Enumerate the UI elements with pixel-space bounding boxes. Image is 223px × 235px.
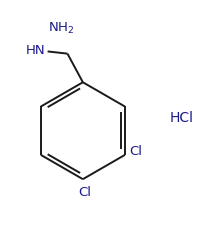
Text: NH$_2$: NH$_2$: [48, 21, 74, 36]
Text: Cl: Cl: [129, 145, 142, 158]
Text: Cl: Cl: [78, 186, 92, 199]
Text: HN: HN: [25, 44, 45, 57]
Text: HCl: HCl: [170, 110, 194, 125]
